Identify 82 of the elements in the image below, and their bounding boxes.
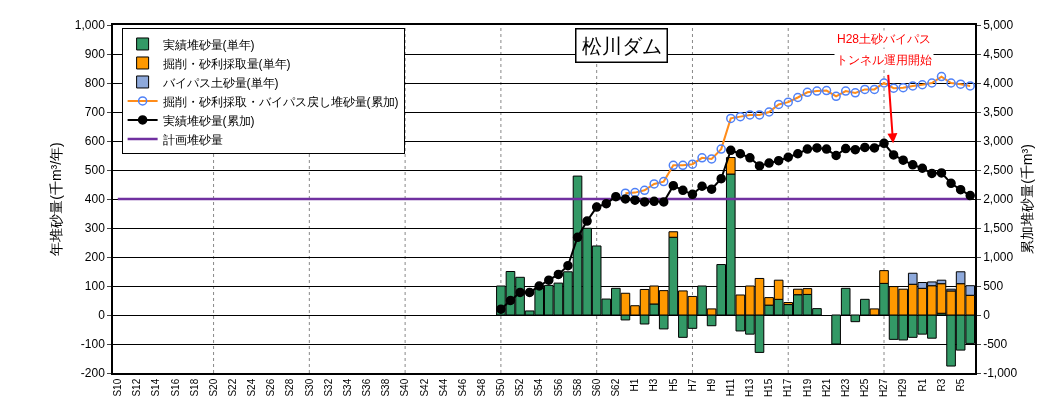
- y2-tick-label: 5,000: [983, 18, 1014, 33]
- y-tick-label: 100: [84, 279, 106, 294]
- y-tick-label: 300: [84, 221, 106, 236]
- legend-label: 実績堆砂量(累加): [162, 113, 255, 128]
- x-tick-label: S60: [590, 378, 602, 397]
- x-tick-label: H1: [629, 378, 641, 392]
- y-tick-label: 400: [84, 192, 106, 207]
- y-tick-label: 700: [84, 105, 106, 120]
- x-tick-label: H5: [667, 378, 679, 392]
- legend-label: 掘削・砂利採取・バイパス戻し堆砂量(累加): [162, 94, 399, 109]
- y-tick-label: 200: [84, 250, 106, 265]
- legend-label: 掘削・砂利採取量(単年): [162, 56, 291, 71]
- x-tick-label: S32: [322, 378, 334, 397]
- y-tick-label: 600: [84, 134, 106, 149]
- x-tick-label: R5: [954, 378, 966, 392]
- x-tick-label: S16: [169, 378, 181, 397]
- x-tick-label: S48: [475, 378, 487, 397]
- x-tick-label: S18: [188, 378, 200, 397]
- x-tick-label: H27: [878, 378, 890, 398]
- x-tick-label: S26: [265, 378, 277, 397]
- y2-tick-label: 2,000: [983, 192, 1014, 207]
- x-tick-label: S24: [246, 378, 258, 397]
- y2-tick-label: 3,500: [983, 105, 1014, 120]
- legend-label: バイパス土砂量(単年): [161, 75, 279, 90]
- x-tick-label: S12: [131, 378, 143, 397]
- x-tick-label: S40: [399, 378, 411, 397]
- text: 松川ダム: [581, 34, 662, 57]
- x-tick-label: S22: [226, 378, 238, 397]
- y-tick-label: 900: [84, 47, 106, 62]
- x-tick-label: H13: [744, 378, 756, 398]
- x-tick-label: S54: [533, 378, 545, 397]
- x-tick-label: S10: [112, 378, 124, 397]
- x-tick-label: S28: [284, 378, 296, 397]
- x-tick-label: S50: [495, 378, 507, 397]
- y-tick-label: 1,000: [74, 18, 106, 33]
- x-tick-label: S56: [552, 378, 564, 397]
- x-tick-label: S14: [150, 378, 162, 397]
- y-tick-label: -100: [80, 337, 106, 352]
- legend-label: 計画堆砂量: [162, 132, 223, 147]
- y2-tick-label: 500: [983, 279, 1004, 294]
- x-tick-label: H17: [782, 378, 794, 398]
- y-axis-title: 年堆砂量(千m³/年): [47, 142, 64, 256]
- y-tick-label: -200: [80, 366, 106, 381]
- y2-tick-label: 3,000: [983, 134, 1014, 149]
- x-tick-label: H15: [763, 378, 775, 398]
- y2-tick-label: 1,500: [983, 221, 1014, 236]
- y2-tick-label: -500: [983, 337, 1008, 352]
- x-tick-label: S34: [341, 378, 353, 397]
- x-tick-label: H11: [725, 378, 737, 397]
- x-tick-label: S52: [514, 378, 526, 397]
- y-tick-label: 800: [84, 76, 106, 91]
- x-tick-label: H29: [897, 378, 909, 398]
- y-tick-label: 500: [84, 163, 106, 178]
- x-tick-label: H7: [686, 378, 698, 392]
- x-tick-label: S44: [437, 378, 449, 397]
- x-tick-label: R1: [916, 378, 928, 392]
- annotation: H28土砂バイパス: [837, 32, 932, 46]
- x-tick-label: S30: [303, 378, 315, 397]
- y2-tick-label: 4,500: [983, 47, 1014, 62]
- y-tick-label: 0: [98, 308, 106, 323]
- x-tick-label: H21: [820, 378, 832, 398]
- x-tick-label: S46: [456, 378, 468, 397]
- x-tick-label: H3: [648, 378, 660, 392]
- x-tick-label: H19: [801, 378, 813, 398]
- x-tick-label: S58: [571, 378, 583, 397]
- x-tick-label: R3: [935, 378, 947, 392]
- x-tick-label: H25: [859, 378, 871, 398]
- y2-tick-label: 0: [983, 308, 991, 323]
- y2-tick-label: -1,000: [983, 366, 1018, 381]
- legend-label: 実績堆砂量(単年): [162, 37, 255, 52]
- y2-tick-label: 2,500: [983, 163, 1014, 178]
- y2-tick-label: 4,000: [983, 76, 1014, 91]
- x-tick-label: S38: [380, 378, 392, 397]
- annotation: トンネル運用開始: [836, 53, 932, 67]
- x-tick-label: H23: [839, 378, 851, 398]
- x-tick-label: S20: [207, 378, 219, 397]
- x-tick-label: S42: [418, 378, 430, 397]
- x-tick-label: S36: [361, 378, 373, 397]
- x-tick-label: H9: [705, 378, 717, 392]
- y2-tick-label: 1,000: [983, 250, 1014, 265]
- x-tick-label: S62: [610, 378, 622, 397]
- y2-axis-title: 累加堆砂量(千m³): [1019, 144, 1036, 254]
